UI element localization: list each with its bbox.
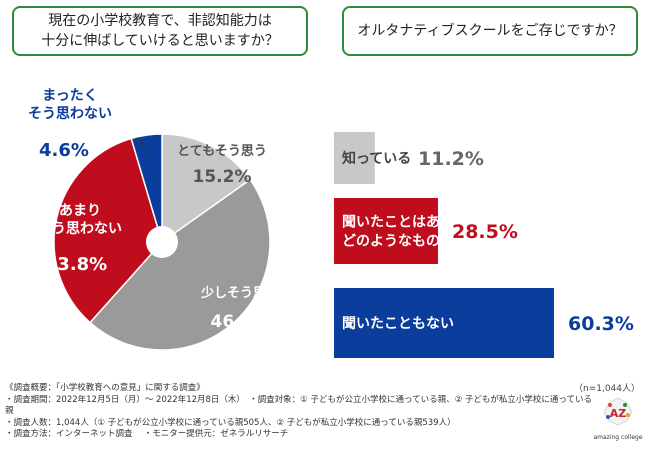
bar: [334, 132, 375, 184]
survey-summary-title: 《調査概要：「小学校教育への意見」に関する調査》: [5, 383, 205, 393]
logo-letters: AZ: [610, 407, 627, 420]
pie-slice: [89, 178, 271, 351]
pie-center-hole: [146, 226, 178, 258]
logo-mark: AZ: [603, 397, 633, 426]
pie-slice: [161, 133, 252, 244]
survey-count: ・調査人数：1,044人（① 子どもが公立小学校に通っている親505人、② 子ど…: [5, 417, 456, 428]
survey-period: ・調査期間：2022年12月5日（月）～ 2022年12月8日（木） ・調査対象…: [5, 394, 592, 417]
bar-value: 11.2%: [418, 148, 484, 170]
pie-slice-value: 46.4%: [211, 312, 270, 332]
bar-value: 60.3%: [568, 313, 634, 335]
bar-label: 聞いたこともない: [342, 316, 454, 332]
pie-slice-label: 少しそう思う: [200, 285, 279, 301]
pie-chart: とてもそう思う 15.2% 少しそう思う 46.4% あまりそう思わない 33.8% まった…: [0, 60, 320, 380]
question-2-box: オルタナティブスクールをご存じですか？: [342, 6, 638, 56]
pie-chart-svg: とてもそう思う 15.2% 少しそう思う 46.4% あまりそう思わない 33.8% まった…: [28, 88, 279, 351]
bar-label: 知っている: [342, 150, 411, 167]
pie-slice-label: とてもそう思う: [177, 144, 267, 159]
pie-slice-label: まったくそう思わない: [28, 88, 112, 122]
pie-slice-label: あまりそう思わない: [38, 203, 122, 237]
pie-slice: [130, 133, 163, 243]
amazing-college-logo: AZ amazing college: [593, 397, 643, 441]
pie-leader-line: [135, 137, 150, 151]
bar-chart: 知っている 11.2% 聞いたことはあるがどのようなものかは知らない 28.5% 聞いた…: [330, 60, 650, 380]
pie-slice-value: 33.8%: [45, 254, 107, 275]
pie-slice-value: 15.2%: [193, 167, 252, 187]
survey-method: ・調査方法：インターネット調査 ・モニター提供元：ゼネラルリサーチ: [5, 429, 289, 439]
logo-text: amazing college: [593, 434, 642, 441]
pie-slice: [53, 137, 163, 324]
question-1-box: 現在の小学校教育で、非認知能力は 十分に伸ばしていけると思いますか？: [12, 6, 308, 56]
bar-value: 28.5%: [452, 221, 518, 243]
bar: [334, 288, 554, 358]
bar-label: 聞いたことはあるがどのようなものかは知らない: [342, 214, 523, 250]
sample-size-label: （n=1,044人）: [573, 384, 640, 394]
survey-summary: 《調査概要：「小学校教育への意見」に関する調査》 ・調査期間：2022年12月5…: [5, 383, 595, 441]
pie-slice-value: 4.6%: [39, 140, 89, 161]
bar: [334, 198, 438, 264]
